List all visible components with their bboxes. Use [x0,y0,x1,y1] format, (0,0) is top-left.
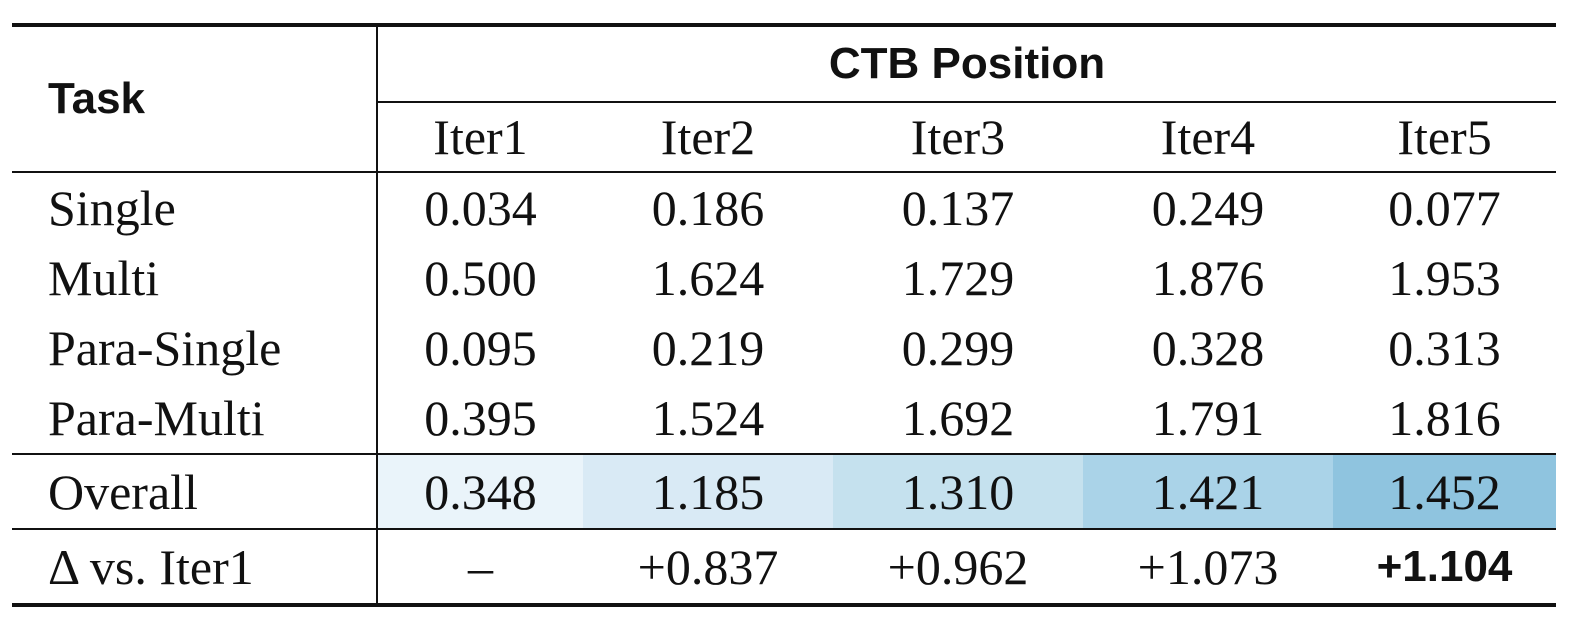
cell: 0.249 [1151,180,1265,236]
cell: 0.299 [901,320,1015,376]
cell: 0.034 [424,180,537,236]
cell: +0.962 [887,538,1029,595]
row-label: Single [12,172,378,243]
group-header: CTB Position [377,25,1557,103]
cell: 1.876 [1151,250,1265,306]
cell: +0.837 [637,538,779,595]
table-row: Δ vs. Iter1 – +0.837 +0.962 +1.073 +1.104 [12,529,1556,605]
cell: 1.421 [1083,454,1333,530]
cell: 1.624 [651,250,765,306]
cell: 0.328 [1151,320,1265,376]
column-header: Iter1 [377,102,583,173]
cell: 0.186 [651,180,765,236]
table-row: Para-Single 0.095 0.219 0.299 0.328 0.313 [12,313,1556,383]
cell: 1.953 [1388,250,1501,306]
cell: 0.219 [651,320,765,376]
row-label: Δ vs. Iter1 [12,529,378,605]
cell: +1.073 [1137,538,1279,595]
cell: 1.185 [583,454,833,530]
cell: 0.137 [901,180,1015,236]
cell: 1.310 [833,454,1083,530]
table-row: Single 0.034 0.186 0.137 0.249 0.077 [12,172,1556,243]
cell: 0.500 [424,250,537,306]
table-row: Para-Multi 0.395 1.524 1.692 1.791 1.816 [12,383,1557,455]
table-row: Overall 0.348 1.185 1.310 1.421 1.452 [12,454,1557,530]
cell: 0.077 [1388,180,1501,236]
row-label: Multi [12,243,378,313]
column-header-row: Iter1 Iter2 Iter3 Iter4 Iter5 [12,102,1557,173]
cell: 1.729 [901,250,1015,306]
table-row: Multi 0.500 1.624 1.729 1.876 1.953 [12,243,1556,313]
cell: 0.348 [377,454,583,530]
cell: 1.791 [1083,383,1333,455]
row-label: Overall [12,454,378,530]
column-header: Iter3 [833,102,1083,173]
cell: 1.816 [1333,383,1557,455]
table-body: Single 0.034 0.186 0.137 0.249 0.077 Multi 0.50… [12,172,1557,605]
results-table: Task CTB Position Iter1 Iter2 Iter3 Iter4 It… [12,23,1557,607]
cell: 1.452 [1333,454,1557,530]
task-header: Task [12,25,378,173]
cell: 0.095 [424,320,537,376]
row-label: Para-Single [12,313,378,383]
row-label: Para-Multi [12,383,378,455]
cell: +1.104 [1376,541,1513,591]
cell: 0.313 [1388,320,1501,376]
column-header: Iter2 [583,102,833,173]
cell: 1.524 [583,383,833,455]
cell: – [468,538,493,595]
column-header: Iter5 [1333,102,1557,173]
column-header: Iter4 [1083,102,1333,173]
cell: 1.692 [833,383,1083,455]
cell: 0.395 [377,383,583,455]
